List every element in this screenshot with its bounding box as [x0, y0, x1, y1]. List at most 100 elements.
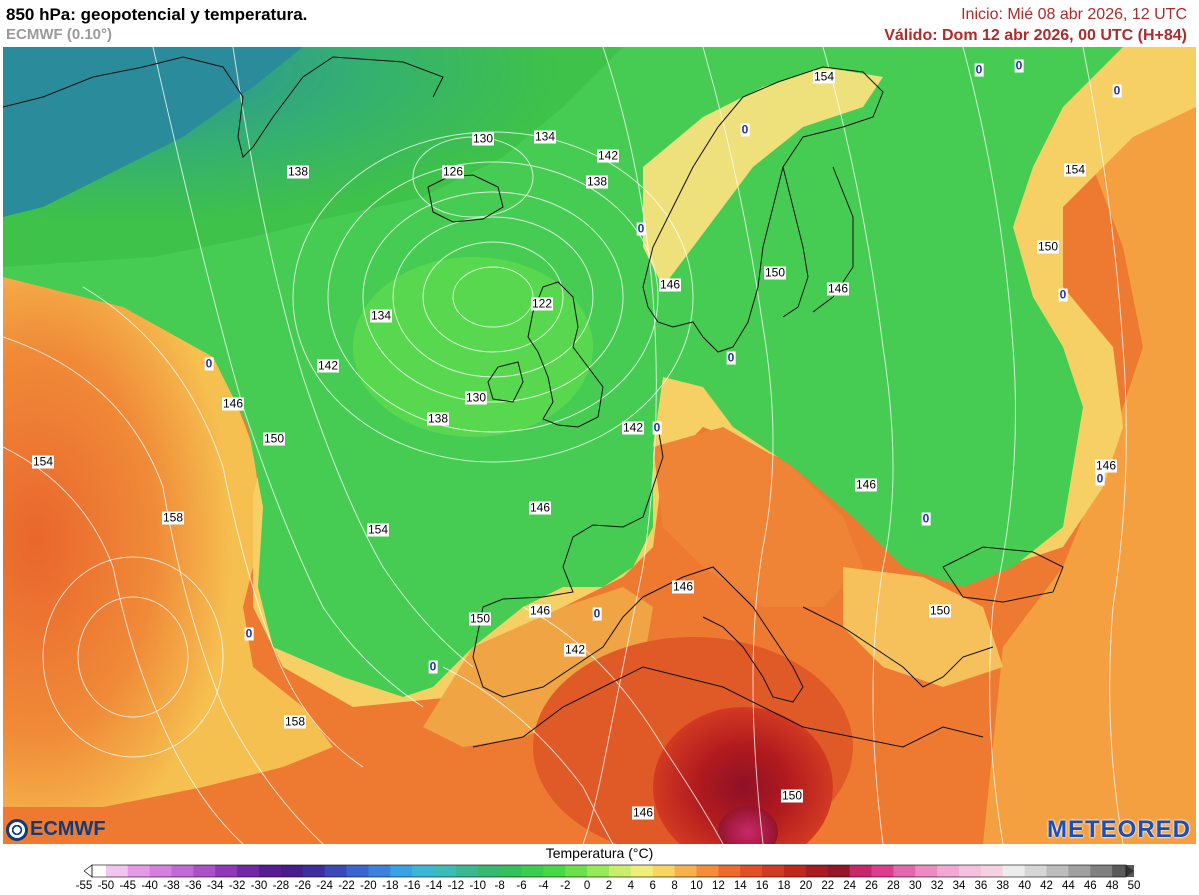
zero-isotherm-label: 0 [636, 221, 646, 236]
scandinavia-yellow [643, 67, 883, 287]
colorbar-segment [149, 865, 173, 877]
geopotential-label: 150 [1036, 239, 1060, 254]
geopotential-label: 154 [1063, 162, 1087, 177]
zero-isotherm-label: 0 [204, 356, 214, 371]
colorbar-segment [805, 865, 829, 877]
zero-isotherm-label: 0 [428, 659, 438, 674]
colorbar-tick: 40 [1018, 880, 1032, 892]
colorbar-segment [346, 865, 369, 877]
sahara-hottest [653, 707, 833, 844]
colorbar-title: Temperatura (°C) [545, 845, 654, 861]
colorbar-tick: 46 [1083, 880, 1097, 892]
colorbar-tick: 42 [1040, 880, 1053, 892]
zero-isotherm-label: 0 [1095, 471, 1105, 486]
zero-isotherm-label: 0 [592, 606, 602, 621]
colorbar-tick: 28 [886, 880, 900, 892]
colorbar-segment [237, 865, 260, 877]
central-warm [653, 427, 863, 607]
sahara-peak [718, 806, 778, 844]
geopotential-label: 146 [671, 579, 695, 594]
colorbar-segment [412, 865, 435, 877]
colorbar-tick: -12 [447, 880, 465, 892]
zero-isotherm-label: 0 [974, 62, 984, 77]
colorbar-segment [849, 865, 873, 877]
colorbar-segment [609, 865, 632, 877]
ecmwf-logo: ECMWF [6, 818, 106, 841]
geopotential-label: 146 [826, 281, 850, 296]
colorbar-tick: -4 [538, 880, 549, 892]
colorbar-segment [740, 865, 763, 877]
header-left: 850 hPa: geopotencial y temperatura. ECM… [6, 4, 307, 44]
colorbar-tick: -26 [294, 880, 312, 892]
colorbar-segment [193, 865, 216, 877]
colorbar-segment [324, 865, 348, 877]
colorbar-tick: 44 [1061, 880, 1075, 892]
geopotential-label: 146 [854, 477, 878, 492]
colorbar-segment [499, 865, 523, 877]
meteored-logo: METEORED [1046, 816, 1191, 843]
zero-isotherm-label: 0 [1014, 58, 1024, 73]
colorbar-tick: 32 [930, 880, 944, 892]
model-name: ECMWF (0.10°) [6, 26, 113, 43]
colorbar-segment [718, 865, 741, 877]
geopotential-label: 142 [596, 148, 620, 163]
colorbar-segment [105, 865, 129, 877]
colorbar-right-arrow [1126, 865, 1134, 877]
colorbar-tick: -6 [516, 880, 527, 892]
coastlines [3, 56, 1064, 748]
colorbar-tick: -38 [163, 880, 180, 892]
colorbar-segment [784, 865, 807, 877]
ecmwf-logo-mark [6, 818, 28, 841]
geopotential-label: 130 [471, 131, 495, 146]
colorbar-segment [455, 865, 479, 877]
colorbar-segment [1024, 865, 1048, 877]
colorbar-tick: 16 [755, 880, 769, 892]
zero-isotherm-label: 0 [726, 350, 736, 365]
colorbar-segment [980, 865, 1004, 877]
colorbar-segment [434, 865, 457, 877]
header-right: Inicio: Mié 08 abr 2026, 12 UTC Válido: … [884, 5, 1187, 46]
colorbar-segment [368, 865, 391, 877]
colorbar-tick: 22 [821, 880, 835, 892]
colorbar-segment [565, 865, 588, 877]
colorbar-segment [674, 865, 698, 877]
colorbar-segment [1090, 865, 1113, 877]
geopotential-label: 154 [366, 522, 390, 537]
geopotential-label: 150 [780, 788, 804, 803]
ecmwf-logo-text: ECMWF [30, 818, 106, 840]
geopotential-contours [3, 47, 1127, 844]
colorbar-segment [280, 865, 304, 877]
colorbar-tick: 34 [952, 880, 966, 892]
geopotential-label: 158 [161, 510, 185, 525]
zero-isotherm-label: 0 [921, 511, 931, 526]
greenland-coldest [3, 47, 303, 217]
geopotential-label: 138 [585, 174, 609, 189]
colorbar-tick: -22 [338, 880, 355, 892]
low-core [353, 257, 593, 437]
colorbar-segment [827, 865, 851, 877]
colorbar-segment [959, 865, 982, 877]
colorbar-tick: -14 [425, 880, 443, 892]
colorbar-tick: 2 [605, 880, 613, 892]
geopotential-label: 138 [286, 164, 310, 179]
geopotential-label: 142 [316, 358, 340, 373]
colorbar-tick: -24 [316, 880, 333, 892]
geopotential-label: 142 [621, 420, 645, 435]
colorbar-tick: 6 [649, 880, 656, 892]
colorbar-tick: 0 [583, 880, 591, 892]
colorbar-segment [871, 865, 894, 877]
colorbar-segment [302, 865, 326, 877]
colorbar-segment [893, 865, 916, 877]
colorbar-tick: -45 [119, 880, 137, 892]
colorbar-tick: -30 [250, 880, 268, 892]
colorbar-segment [543, 865, 566, 877]
colorbar-segment [696, 865, 719, 877]
colorbar-segment [390, 865, 413, 877]
geopotential-label: 142 [563, 642, 587, 657]
geopotential-label: 146 [658, 277, 682, 292]
valid-time: Válido: Dom 12 abr 2026, 00 UTC (H+84) [884, 27, 1187, 44]
geopotential-label: 130 [464, 390, 488, 405]
geopotential-label: 150 [928, 603, 952, 618]
temperature-colorbar [84, 864, 1134, 878]
colorbar-tick: 38 [996, 880, 1010, 892]
